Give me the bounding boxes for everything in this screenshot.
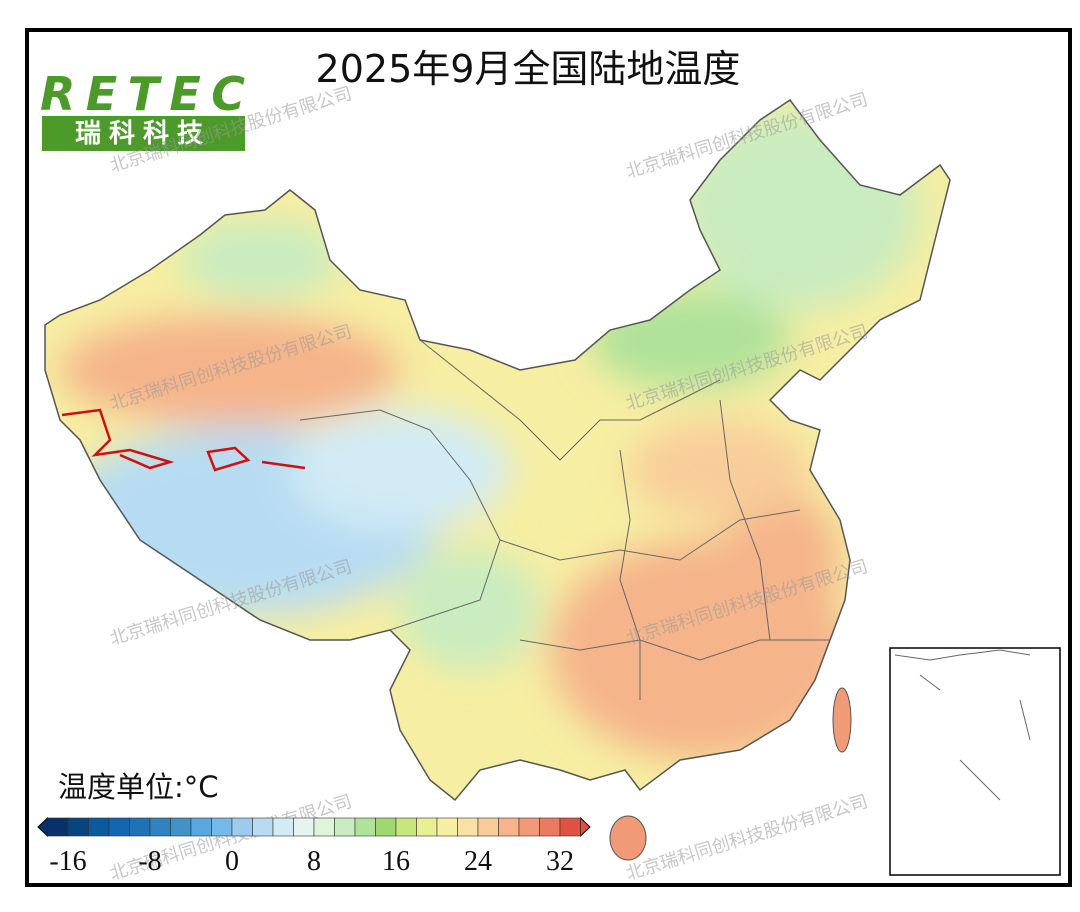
colorbar-tick-label: 24 xyxy=(464,846,492,877)
hainan xyxy=(609,815,647,861)
colorbar-cell xyxy=(88,817,110,837)
colorbar-cell xyxy=(211,817,233,837)
colorbar-cell xyxy=(231,817,253,837)
colorbar-cell xyxy=(477,817,499,837)
colorbar-cell xyxy=(272,817,294,837)
colorbar-cell xyxy=(67,817,89,837)
colorbar-cell xyxy=(375,817,397,837)
colorbar-tick-label: 16 xyxy=(382,846,410,877)
logo: RETEC 瑞科科技 xyxy=(40,67,245,151)
colorbar-cell xyxy=(47,817,69,837)
colorbar-cell xyxy=(416,817,438,837)
colorbar-cell xyxy=(457,817,479,837)
colorbar-cell xyxy=(395,817,417,837)
colorbar-tick-label: 8 xyxy=(307,846,321,877)
colorbar-cell xyxy=(559,817,581,837)
taiwan xyxy=(832,687,852,753)
colorbar-cell xyxy=(313,817,335,837)
colorbar-tick-label: -16 xyxy=(49,846,86,877)
colorbar-cell xyxy=(108,817,130,837)
legend-title: 温度单位:°C xyxy=(58,770,219,804)
title: 2025年9月全国陆地温度 xyxy=(316,47,741,91)
colorbar-cell xyxy=(149,817,171,837)
colorbar-tick-label: -8 xyxy=(138,846,161,877)
colorbar-cell xyxy=(252,817,274,837)
colorbar-cell xyxy=(129,817,151,837)
colorbar-cell xyxy=(190,817,212,837)
province-borders xyxy=(299,339,830,700)
inset-coastline xyxy=(894,649,1031,801)
colorbar-cell xyxy=(518,817,540,837)
colorbar-cell xyxy=(170,817,192,837)
colorbar-cell xyxy=(354,817,376,837)
colorbar-cell xyxy=(436,817,458,837)
colorbar-cell xyxy=(498,817,520,837)
colorbar-cell xyxy=(334,817,356,837)
highlight-outlines xyxy=(61,408,306,472)
south-sea-inset xyxy=(889,647,1061,876)
logo-name: 瑞科科技 xyxy=(75,119,211,149)
colorbar-cell xyxy=(293,817,315,837)
logo-brand: RETEC xyxy=(40,67,245,121)
colorbar-cell xyxy=(539,817,561,837)
colorbar-tick-label: 32 xyxy=(546,846,574,877)
colorbar-tick-label: 0 xyxy=(225,846,239,877)
